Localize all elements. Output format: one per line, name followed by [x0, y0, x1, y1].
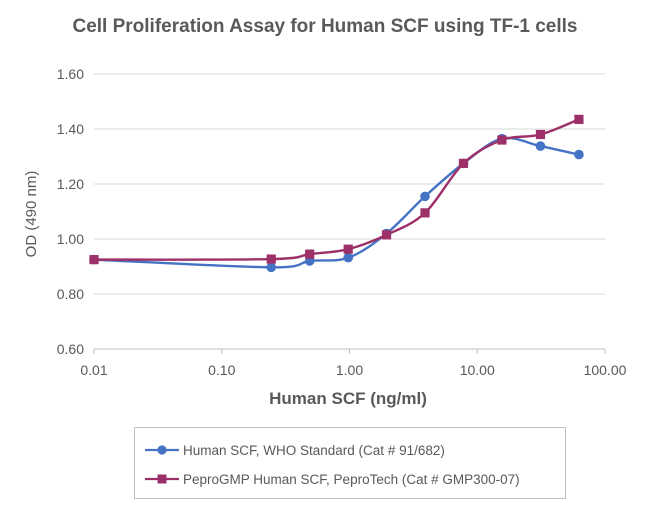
- data-point-series-2: [381, 230, 392, 240]
- legend-item-who: Human SCF, WHO Standard (Cat # 91/682): [145, 440, 445, 460]
- data-point-series-2: [305, 249, 315, 259]
- data-point-series-1: [266, 262, 277, 273]
- y-tick-label: 1.20: [57, 176, 84, 192]
- legend-swatch-square: [145, 474, 179, 484]
- chart-title: Cell Proliferation Assay for Human SCF u…: [72, 16, 578, 37]
- data-point-series-2: [343, 244, 353, 254]
- gridlines: [93, 73, 606, 354]
- y-tick-label: 1.00: [57, 231, 84, 247]
- series-lines: [89, 114, 584, 273]
- data-point-series-2: [420, 208, 430, 218]
- x-tick-label: 0.01: [80, 362, 107, 378]
- chart-plot: 0.60 0.80 1.00 1.20 1.40 1.60 0.01 0.10 1.00 10.…: [23, 66, 627, 408]
- x-tick-label: 10.00: [460, 362, 495, 378]
- y-tick-label: 1.40: [57, 121, 84, 137]
- legend-item-peprogmp: PeproGMP Human SCF, PeproTech (Cat # GMP…: [145, 469, 520, 489]
- x-tick-label: 0.10: [208, 362, 235, 378]
- data-point-series-1: [343, 252, 354, 263]
- legend-swatch-circle: [145, 445, 179, 455]
- y-axis-label: OD (490 nm): [23, 171, 40, 258]
- data-point-series-1: [420, 191, 430, 202]
- y-tick-labels: 0.60 0.80 1.00 1.20 1.40 1.60: [57, 66, 84, 357]
- legend: Human SCF, WHO Standard (Cat # 91/682) P…: [134, 427, 566, 499]
- data-point-series-2: [266, 254, 276, 264]
- legend-label-who: Human SCF, WHO Standard (Cat # 91/682): [183, 442, 445, 458]
- y-tick-label: 0.80: [57, 286, 84, 302]
- y-tick-label: 1.60: [57, 66, 84, 82]
- data-point-series-2: [574, 114, 584, 124]
- legend-label-peprogmp: PeproGMP Human SCF, PeproTech (Cat # GMP…: [183, 471, 520, 487]
- data-point-series-2: [458, 158, 469, 168]
- x-tick-labels: 0.01 0.10 1.00 10.00 100.00: [80, 362, 626, 378]
- data-point-series-2: [89, 255, 99, 265]
- data-point-series-1: [535, 141, 546, 151]
- y-tick-label: 0.60: [57, 341, 84, 357]
- data-point-series-2: [497, 135, 507, 145]
- x-axis-label: Human SCF (ng/ml): [269, 389, 427, 408]
- x-tick-label: 1.00: [336, 362, 363, 378]
- data-point-series-2: [535, 129, 546, 140]
- series-line-1: [93, 136, 580, 269]
- x-tick-label: 100.00: [584, 362, 627, 378]
- data-point-series-1: [574, 149, 584, 160]
